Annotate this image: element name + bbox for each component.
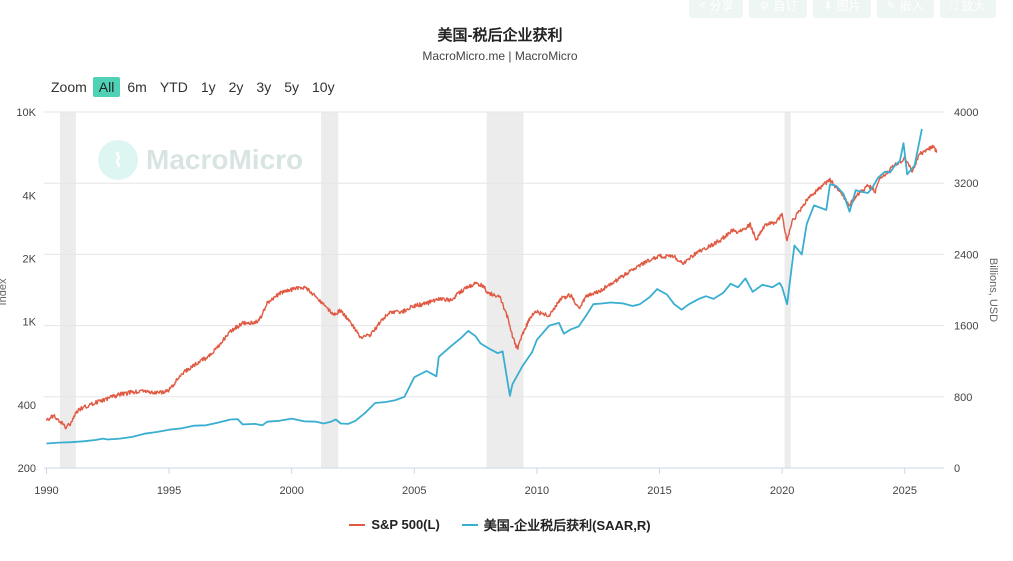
x-tick-label: 2000: [279, 485, 303, 497]
left-tick-label: 4K: [23, 190, 37, 202]
chart-toolbar: < 分享 ⚙ 自订 ⬇ 图片 ✎ 嵌入 ⛶ 放大: [689, 0, 996, 18]
share-icon: <: [699, 0, 706, 12]
recession-band: [486, 112, 524, 468]
x-tick-label: 1995: [157, 485, 181, 497]
zoom-ytd-button[interactable]: YTD: [159, 79, 188, 95]
x-tick-label: 2010: [525, 485, 549, 497]
watermark: ⌇ MacroMicro: [98, 140, 303, 180]
pencil-icon: ✎: [886, 0, 896, 12]
image-label: 图片: [836, 0, 861, 13]
expand-button[interactable]: ⛶ 放大: [939, 0, 996, 18]
left-axis: 200 400 1K 2K 4K 10K: [16, 107, 36, 475]
recession-band: [784, 112, 791, 468]
zoom-6m-button[interactable]: 6m: [127, 79, 147, 95]
right-tick-label: 1600: [954, 321, 978, 333]
recession-band: [321, 112, 339, 468]
left-tick-label: 10K: [16, 107, 36, 119]
right-tick-label: 4000: [954, 107, 978, 119]
x-tick-label: 2020: [770, 485, 794, 497]
right-tick-label: 2400: [954, 249, 978, 261]
left-tick-label: 1K: [23, 317, 37, 329]
image-button[interactable]: ⬇ 图片: [813, 0, 871, 18]
legend: S&P 500(L) 美国-企业税后获利(SAAR,R): [0, 515, 1000, 534]
legend-swatch-profits: [461, 523, 478, 526]
x-tick-label: 2005: [402, 485, 426, 497]
left-tick-label: 200: [18, 463, 36, 475]
left-tick-label: 2K: [23, 253, 37, 265]
right-tick-label: 800: [954, 392, 972, 404]
macromicro-logo-icon: ⌇: [98, 140, 138, 180]
right-tick-label: 3200: [954, 178, 978, 190]
legend-label-sp500: S&P 500(L): [371, 517, 440, 532]
legend-label-profits: 美国-企业税后获利(SAAR,R): [483, 518, 651, 533]
zoom-label: Zoom: [51, 79, 87, 95]
zoom-all-button[interactable]: All: [92, 77, 121, 97]
x-axis: 1990 1995 2000 2005 2010 2015 2020 2025: [34, 467, 944, 497]
legend-item-sp500[interactable]: S&P 500(L): [349, 515, 440, 534]
recession-bands: [59, 112, 791, 468]
series-line-profits[interactable]: [46, 128, 923, 445]
x-tick-label: 1990: [34, 485, 58, 497]
customize-button[interactable]: ⚙ 自订: [749, 0, 808, 18]
watermark-text: MacroMicro: [146, 144, 304, 175]
download-icon: ⬇: [823, 0, 833, 12]
chart-subtitle: MacroMicro.me | MacroMicro: [422, 49, 578, 63]
zoom-1y-button[interactable]: 1y: [200, 79, 216, 95]
embed-button[interactable]: ✎ 嵌入: [876, 0, 934, 18]
share-label: 分享: [709, 0, 734, 13]
zoom-10y-button[interactable]: 10y: [312, 79, 335, 95]
series-lines[interactable]: [45, 128, 938, 445]
left-axis-title: Index: [0, 278, 9, 305]
zoom-5y-button[interactable]: 5y: [284, 79, 299, 95]
legend-item-profits[interactable]: 美国-企业税后获利(SAAR,R): [461, 515, 651, 534]
legend-swatch-sp500: [349, 523, 366, 526]
x-tick-label: 2025: [893, 485, 917, 497]
left-tick-label: 400: [18, 400, 36, 412]
zoom-bar: Zoom All 6m YTD 1y 2y 3y 5y 10y: [51, 77, 342, 97]
recession-band: [59, 112, 76, 468]
embed-label: 嵌入: [899, 0, 924, 13]
expand-label: 放大: [961, 0, 986, 13]
expand-icon: ⛶: [949, 0, 958, 12]
zoom-3y-button[interactable]: 3y: [256, 79, 272, 95]
right-tick-label: 0: [954, 463, 960, 475]
share-button[interactable]: < 分享: [689, 0, 744, 18]
right-axis: 0 800 1600 2400 3200 4000: [954, 107, 978, 475]
gear-icon: ⚙: [759, 0, 770, 12]
x-tick-label: 2015: [647, 485, 671, 497]
right-axis-title: Billions, USD: [987, 258, 999, 322]
series-line-sp500[interactable]: [45, 144, 938, 430]
zoom-2y-button[interactable]: 2y: [228, 79, 244, 95]
customize-label: 自订: [773, 0, 798, 13]
chart-title: 美国-税后企业获利: [437, 27, 563, 44]
